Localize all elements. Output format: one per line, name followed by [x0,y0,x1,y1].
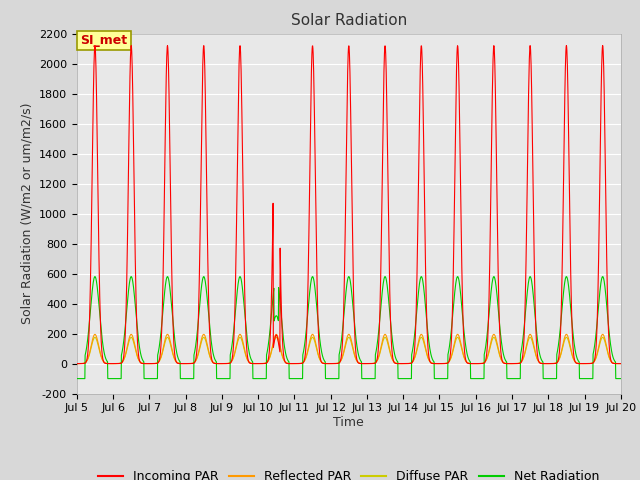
Y-axis label: Solar Radiation (W/m2 or um/m2/s): Solar Radiation (W/m2 or um/m2/s) [20,103,33,324]
Legend: Incoming PAR, Reflected PAR, Diffuse PAR, Net Radiation: Incoming PAR, Reflected PAR, Diffuse PAR… [93,465,604,480]
Title: Solar Radiation: Solar Radiation [291,13,407,28]
X-axis label: Time: Time [333,416,364,429]
Text: SI_met: SI_met [81,34,127,47]
